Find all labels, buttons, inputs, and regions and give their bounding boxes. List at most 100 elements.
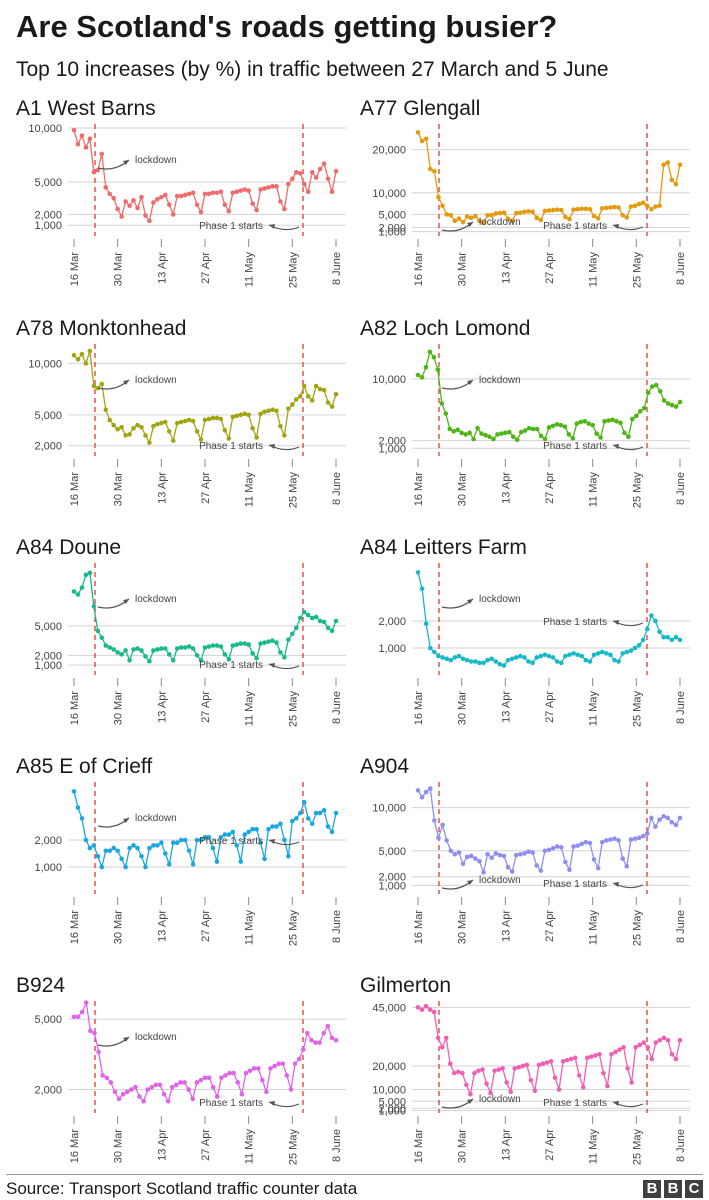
lockdown-arrowhead: [467, 599, 473, 604]
data-point: [550, 207, 556, 213]
phase1-arrowhead: [269, 1101, 275, 1106]
data-point: [103, 185, 109, 190]
data-point: [510, 434, 516, 440]
data-point: [653, 824, 658, 829]
data-point: [554, 659, 560, 664]
data-point: [634, 413, 639, 419]
data-point: [509, 656, 515, 662]
data-point: [159, 420, 164, 426]
data-point: [583, 657, 589, 663]
data-point: [499, 431, 504, 436]
x-tick-label: 30 Mar: [113, 472, 125, 507]
x-tick-label: 13 Apr: [500, 472, 512, 504]
data-point: [485, 851, 490, 857]
data-point: [280, 1061, 286, 1066]
data-point: [202, 417, 208, 423]
logo-letter: B: [643, 1180, 661, 1198]
data-point: [451, 1070, 457, 1076]
data-point: [296, 1056, 302, 1062]
data-point: [423, 364, 429, 370]
data-point: [210, 1084, 216, 1090]
data-point: [214, 1094, 220, 1099]
x-tick-label: 16 Mar: [413, 691, 425, 726]
x-tick-label: 30 Mar: [113, 691, 125, 726]
data-point: [131, 843, 136, 848]
y-tick-label: 10,000: [372, 188, 406, 200]
data-point: [548, 1059, 554, 1064]
data-point: [542, 208, 548, 214]
data-point: [526, 849, 531, 854]
x-tick-label: 16 Mar: [69, 472, 81, 507]
data-point: [653, 618, 658, 624]
lockdown-label: lockdown: [135, 813, 177, 824]
data-point: [71, 1014, 77, 1020]
data-point: [100, 1073, 105, 1078]
data-point: [505, 657, 511, 663]
series-line: [417, 787, 681, 874]
data-point: [580, 1084, 586, 1090]
data-point: [507, 429, 512, 435]
data-point: [75, 141, 81, 147]
data-point: [505, 216, 511, 222]
data-point: [620, 212, 625, 218]
data-point: [127, 657, 132, 663]
data-point: [415, 570, 421, 575]
data-point: [550, 655, 556, 660]
data-point: [290, 631, 295, 637]
data-point: [266, 639, 271, 644]
data-point: [247, 1068, 253, 1074]
panel-a78: A78 Monktonhead 2,000 5,000 10,000 16 Mar 30…: [16, 316, 356, 531]
data-point: [435, 367, 441, 372]
data-point: [677, 815, 683, 821]
panel-chart: 2,000 5,000 10,000 16 Mar 30 Mar 13 Apr 27 Apr…: [28, 344, 346, 508]
data-point: [575, 652, 580, 658]
data-point: [151, 423, 156, 429]
data-point: [329, 829, 335, 835]
data-point: [170, 438, 176, 443]
data-point: [182, 837, 188, 843]
data-point: [661, 1035, 667, 1041]
data-point: [595, 865, 601, 871]
data-point: [644, 203, 650, 209]
panel-title: A85 E of Crieff: [16, 755, 153, 778]
data-point: [143, 433, 148, 438]
data-point: [321, 619, 327, 625]
x-tick-label: 13 Apr: [156, 1129, 168, 1161]
data-point: [223, 1073, 228, 1078]
data-point: [530, 426, 536, 432]
data-point: [123, 433, 128, 438]
data-point: [464, 214, 470, 219]
data-point: [178, 645, 184, 650]
phase1-arrowhead: [269, 444, 275, 449]
data-point: [163, 851, 168, 856]
data-point: [653, 1040, 659, 1045]
x-tick-label: 30 Mar: [457, 472, 469, 507]
data-point: [522, 655, 527, 660]
data-point: [282, 837, 287, 843]
data-point: [657, 629, 662, 635]
data-point: [127, 845, 132, 851]
data-point: [111, 195, 116, 201]
data-point: [489, 855, 494, 861]
data-point: [633, 1044, 638, 1050]
data-point: [246, 188, 251, 193]
data-point: [665, 160, 671, 165]
data-point: [431, 1009, 437, 1015]
x-tick-label: 27 Apr: [544, 1129, 556, 1161]
data-point: [578, 419, 584, 425]
data-point: [419, 794, 425, 800]
series-line: [73, 350, 337, 444]
data-point: [560, 1059, 566, 1064]
data-point: [190, 862, 196, 867]
data-point: [226, 656, 232, 662]
data-point: [282, 206, 287, 212]
data-point: [95, 628, 101, 634]
data-point: [246, 412, 251, 418]
x-tick-label: 13 Apr: [156, 252, 168, 284]
data-point: [127, 432, 132, 437]
data-point: [649, 613, 654, 618]
data-point: [250, 201, 255, 206]
data-point: [83, 572, 89, 578]
data-point: [419, 375, 425, 380]
